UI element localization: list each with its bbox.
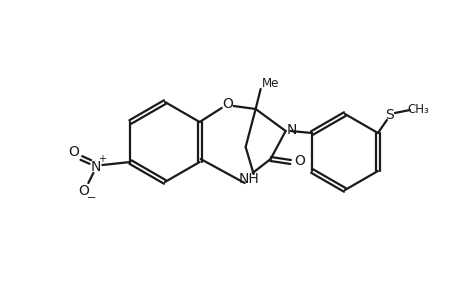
Text: O: O bbox=[222, 97, 233, 111]
Text: N: N bbox=[90, 160, 101, 174]
Text: −: − bbox=[86, 193, 96, 203]
Text: S: S bbox=[385, 108, 393, 122]
Text: +: + bbox=[98, 154, 106, 164]
Text: O: O bbox=[68, 145, 78, 159]
Text: NH: NH bbox=[238, 172, 258, 186]
Text: CH₃: CH₃ bbox=[406, 103, 428, 116]
Text: O: O bbox=[294, 154, 304, 168]
Text: Me: Me bbox=[261, 76, 279, 89]
Text: O: O bbox=[78, 184, 89, 198]
Text: N: N bbox=[286, 123, 296, 137]
